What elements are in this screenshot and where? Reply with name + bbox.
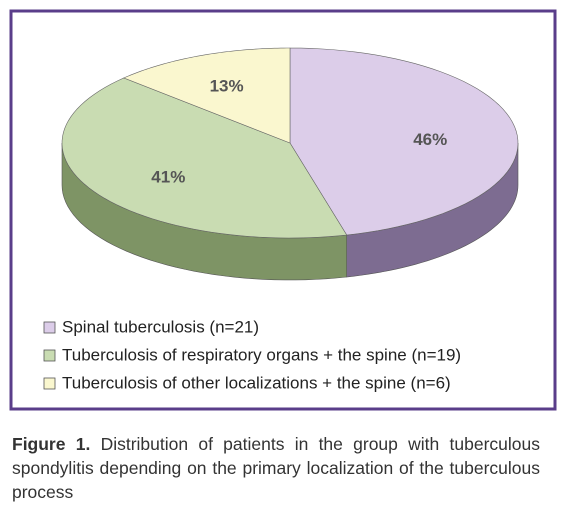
legend-swatch xyxy=(43,321,56,334)
data-label: 41% xyxy=(151,167,185,186)
legend-label: Spinal tuberculosis (n=21) xyxy=(62,317,259,336)
frame xyxy=(9,9,557,411)
legend-label: Tuberculosis of respiratory organs + the… xyxy=(62,345,461,364)
caption: Distribution of patients in the group wi… xyxy=(12,434,540,502)
pie-slice xyxy=(123,47,291,144)
legend-swatch xyxy=(43,349,56,362)
chart: 46% 41% 13% Spinal tuberculosis (n=21) Tuber… xyxy=(9,9,557,411)
legend-swatch xyxy=(43,377,56,390)
figure-label: Figure 1. xyxy=(12,434,91,454)
legend-label: Tuberculosis of other localizations + th… xyxy=(62,373,451,392)
pie-slice xyxy=(289,47,519,236)
pie-slice xyxy=(61,77,348,239)
data-label: 13% xyxy=(210,76,244,95)
caption-block: Figure 1. Distribution of patients in th… xyxy=(12,432,540,504)
data-label: 46% xyxy=(413,130,447,149)
